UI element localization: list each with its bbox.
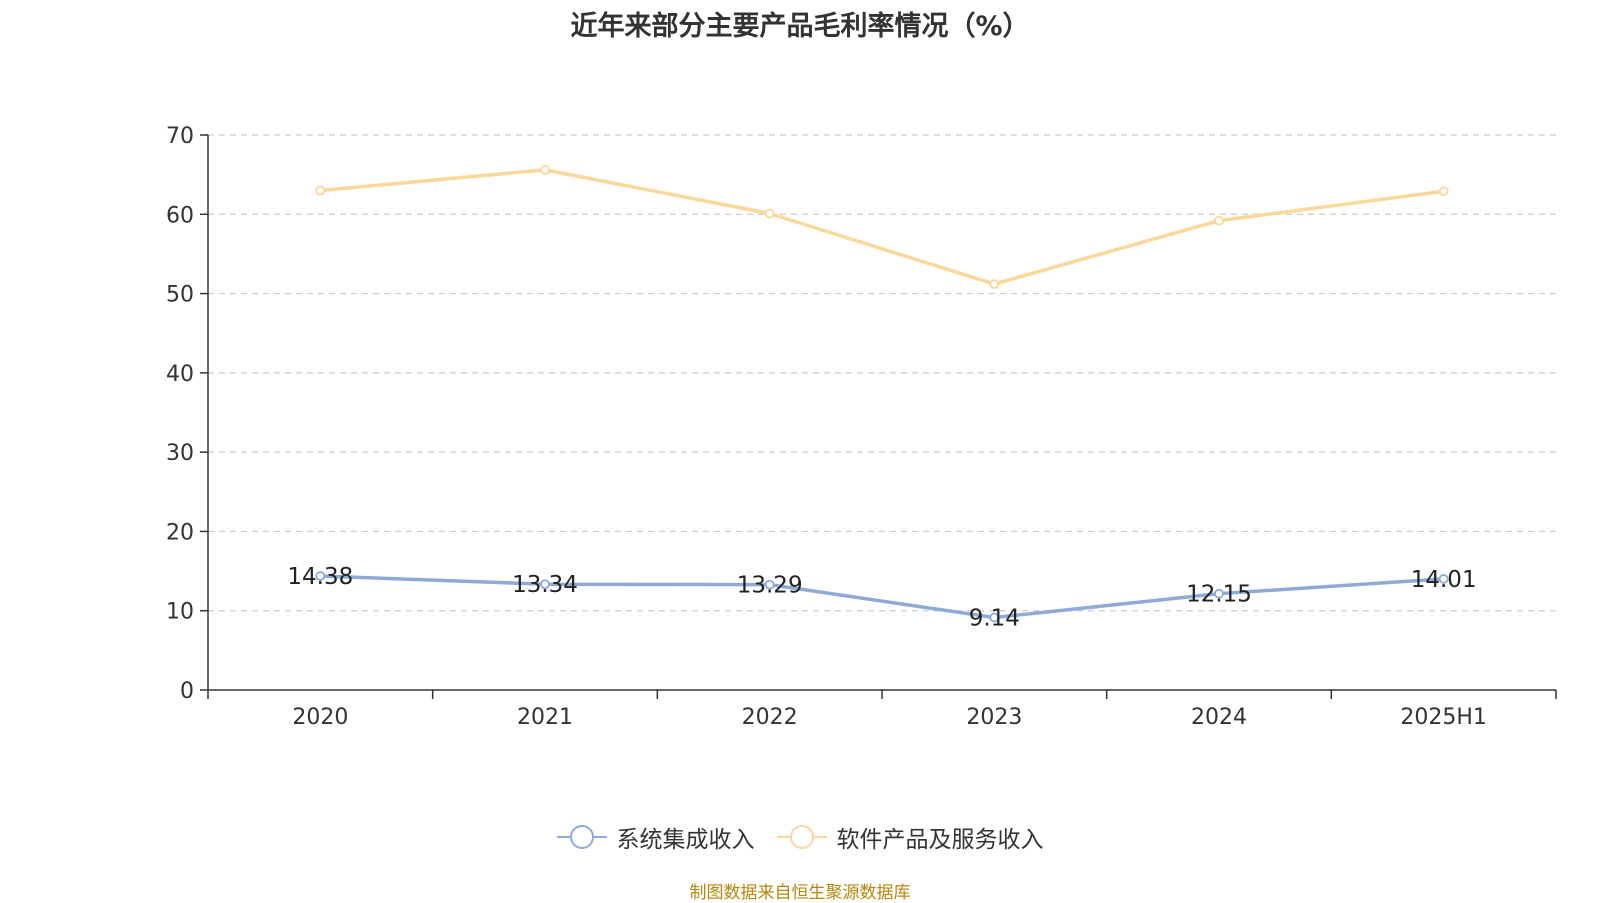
- y-tick-label: 60: [166, 203, 194, 228]
- series-line-2: [320, 168, 1444, 286]
- y-tick-label: 50: [166, 283, 194, 308]
- y-tick-label: 40: [166, 362, 194, 387]
- x-tick-label: 2021: [517, 705, 573, 730]
- y-tick-label: 70: [166, 124, 194, 149]
- data-label: 12.15: [1186, 582, 1252, 608]
- y-tick-label: 30: [166, 441, 194, 466]
- data-point: [989, 279, 1000, 289]
- x-tick-label: 2020: [292, 705, 348, 730]
- legend-symbol-icon: [556, 825, 607, 849]
- y-tick-label: 10: [166, 600, 194, 625]
- data-point: [540, 164, 550, 175]
- data-label: 14.38: [287, 564, 353, 590]
- data-label: 9.14: [969, 606, 1020, 632]
- legend-item-1[interactable]: 系统集成收入: [556, 820, 755, 854]
- chart-title: 近年来部分主要产品毛利率情况（%）: [570, 11, 1030, 42]
- data-point: [1438, 574, 1449, 584]
- data-point: [1438, 186, 1449, 197]
- data-point: [1214, 588, 1224, 599]
- data-label: 14.01: [1411, 567, 1477, 593]
- y-tick-label: 0: [180, 679, 194, 704]
- legend-label: 软件产品及服务收入: [836, 827, 1044, 853]
- data-point: [315, 571, 326, 581]
- data-point: [315, 185, 326, 196]
- data-labels: 14.38 13.34 13.29 9.14 12.15 14.01: [287, 564, 1476, 632]
- data-label: 13.29: [737, 573, 803, 599]
- data-point: [989, 612, 1000, 623]
- legend-label: 系统集成收入: [616, 827, 755, 853]
- data-point: [540, 579, 550, 590]
- series-lines: [315, 164, 1449, 623]
- data-point: [764, 579, 775, 590]
- source-note: 制图数据来自恒生聚源数据库: [689, 883, 911, 903]
- line-chart: 0 10 20 30 40 50 60 70 2020 2021 2022 2023 2024 2025H…: [166, 124, 1557, 730]
- series-line-1: [320, 574, 1444, 620]
- legend-symbol-icon: [776, 825, 827, 849]
- x-tick-label: 2025H1: [1400, 705, 1487, 730]
- data-label: 13.34: [512, 572, 578, 598]
- legend: 系统集成收入 软件产品及服务收入: [0, 820, 1600, 854]
- data-point: [1214, 215, 1224, 226]
- x-tick-label: 2022: [742, 705, 798, 730]
- x-tick-label: 2024: [1191, 705, 1247, 730]
- x-tick-label: 2023: [966, 705, 1022, 730]
- legend-item-2[interactable]: 软件产品及服务收入: [776, 820, 1044, 854]
- y-tick-label: 20: [166, 520, 194, 545]
- data-point: [764, 208, 775, 219]
- grid-lines: [208, 134, 1556, 612]
- axes: 0 10 20 30 40 50 60 70 2020 2021 2022 2023 2024 2025H…: [166, 124, 1557, 730]
